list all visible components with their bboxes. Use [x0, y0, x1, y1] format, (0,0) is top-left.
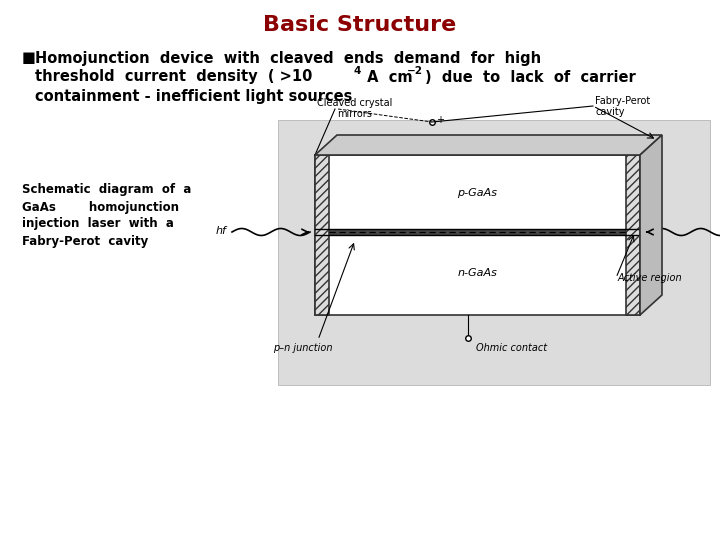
Polygon shape [315, 135, 662, 155]
Text: Ohmic contact: Ohmic contact [476, 343, 547, 353]
Text: GaAs        homojunction: GaAs homojunction [22, 200, 179, 213]
Bar [278, 120, 710, 385]
Text: Active region: Active region [618, 273, 683, 283]
Text: injection  laser  with  a: injection laser with a [22, 218, 174, 231]
Text: cavity: cavity [595, 107, 624, 117]
Text: p-GaAs: p-GaAs [457, 188, 498, 199]
Text: )  due  to  lack  of  carrier: ) due to lack of carrier [425, 70, 636, 84]
Text: +: + [436, 115, 444, 125]
Bar [315, 155, 640, 232]
Text: p–n junction: p–n junction [274, 343, 333, 353]
Bar [315, 232, 640, 315]
Bar [315, 155, 329, 315]
Text: −2: −2 [407, 66, 423, 76]
Text: ■: ■ [22, 51, 36, 65]
Text: Cleaved crystal: Cleaved crystal [318, 98, 392, 108]
Polygon shape [640, 135, 662, 315]
Text: 4: 4 [353, 66, 361, 76]
Text: containment - inefficient light sources: containment - inefficient light sources [35, 89, 352, 104]
Text: Fabry-Perot  cavity: Fabry-Perot cavity [22, 234, 148, 247]
Bar [315, 229, 640, 235]
Text: Fabry-Perot: Fabry-Perot [595, 96, 650, 106]
Bar [626, 155, 640, 315]
Text: hf: hf [215, 226, 226, 236]
Text: Schematic  diagram  of  a: Schematic diagram of a [22, 184, 192, 197]
Text: mirrors: mirrors [338, 109, 372, 119]
Text: Basic Structure: Basic Structure [264, 15, 456, 35]
Text: A  cm: A cm [362, 70, 413, 84]
Text: threshold  current  density  ( >10: threshold current density ( >10 [35, 70, 312, 84]
Text: Homojunction  device  with  cleaved  ends  demand  for  high: Homojunction device with cleaved ends de… [35, 51, 541, 65]
Text: n-GaAs: n-GaAs [458, 268, 498, 279]
